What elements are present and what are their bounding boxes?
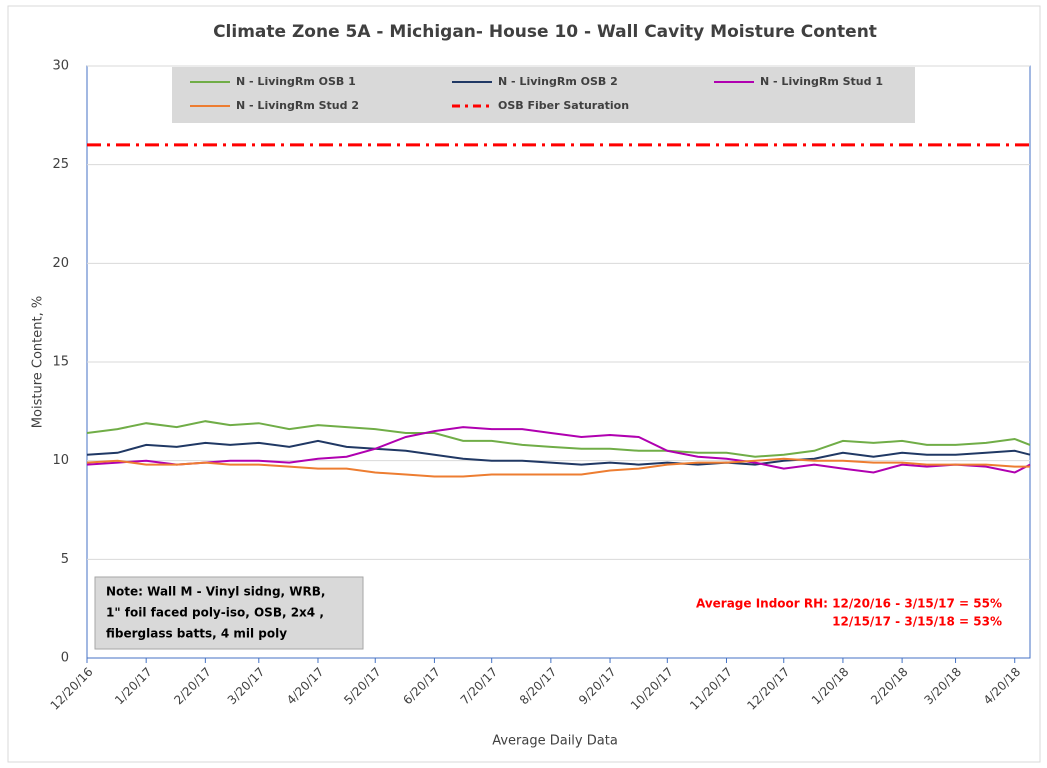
data-line xyxy=(86,457,1030,478)
rh-text: Average Indoor RH: 12/20/16 - 3/15/17 = … xyxy=(696,597,1002,611)
y-tick-label: 5 xyxy=(61,552,69,567)
legend-box xyxy=(172,67,915,123)
legend-label: N - LivingRm Stud 2 xyxy=(236,99,359,112)
note-box xyxy=(94,576,364,650)
y-tick-label: 15 xyxy=(52,355,69,370)
note-text: Note: Wall M - Vinyl sidng, WRB, xyxy=(106,585,325,599)
chart-title: Climate Zone 5A - Michigan- House 10 - W… xyxy=(213,22,877,42)
data-line xyxy=(86,420,1031,458)
y-tick-label: 20 xyxy=(52,256,69,271)
y-tick-label: 30 xyxy=(52,59,69,74)
note-text: fiberglass batts, 4 mil poly xyxy=(106,627,287,641)
legend-label: OSB Fiber Saturation xyxy=(498,99,629,112)
y-tick-label: 10 xyxy=(52,453,69,468)
legend-label: N - LivingRm Stud 1 xyxy=(760,75,883,88)
y-tick-label: 0 xyxy=(61,651,69,666)
x-axis-label: Average Daily Data xyxy=(492,734,618,749)
legend-label: N - LivingRm OSB 2 xyxy=(498,75,618,88)
data-line xyxy=(86,439,1031,466)
y-axis-label: Moisture Content, % xyxy=(31,296,46,428)
rh-text: 12/15/17 - 3/15/18 = 53% xyxy=(832,615,1002,629)
data-line xyxy=(86,426,1031,474)
note-text: 1" foil faced poly-iso, OSB, 2x4 , xyxy=(106,606,324,620)
legend-label: N - LivingRm OSB 1 xyxy=(236,75,356,88)
y-tick-label: 25 xyxy=(52,157,69,172)
